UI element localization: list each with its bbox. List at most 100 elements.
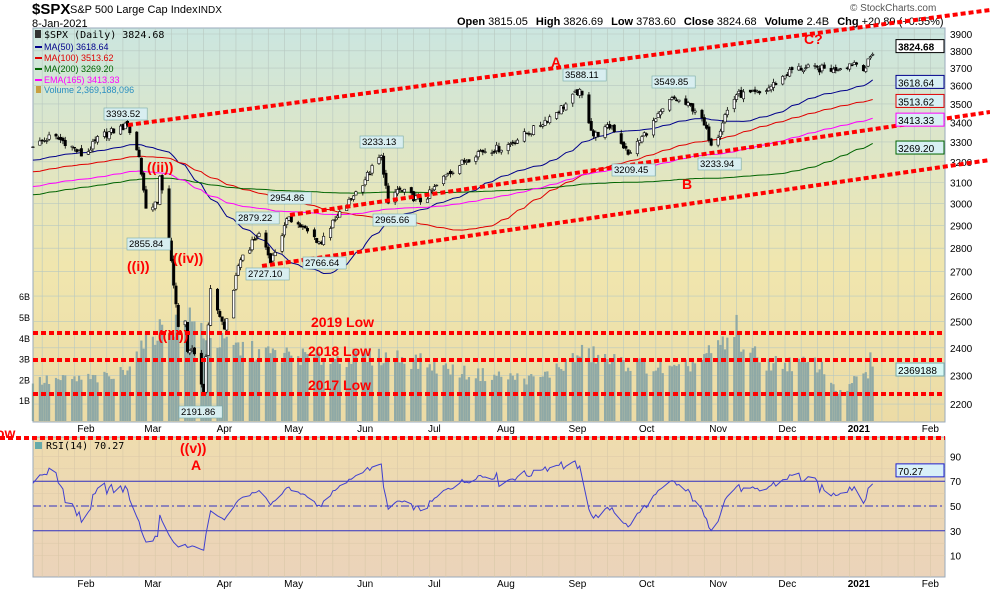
candle-body: [769, 85, 773, 91]
volume-bar: [267, 346, 270, 421]
rsi-tick-label: 70: [950, 477, 962, 488]
volume-bar: [733, 337, 736, 421]
candle-body: [91, 141, 95, 150]
volume-bar: [87, 373, 90, 421]
candle-body: [402, 188, 406, 193]
volume-bar: [774, 355, 777, 421]
ma100-tag: 3513.62: [898, 97, 935, 108]
candle-body: [255, 237, 259, 240]
candle-body: [458, 165, 462, 174]
candle-body: [804, 67, 808, 69]
volume-bar: [112, 378, 115, 421]
volume-bar: [751, 348, 754, 421]
ma50-tag-box: [895, 74, 945, 89]
price-callout-box: [611, 163, 656, 177]
price-callout: 2766.64: [305, 258, 339, 269]
volume-bar: [156, 340, 159, 421]
volume-bar: [721, 336, 724, 421]
quote-label-open: Open: [457, 16, 485, 28]
candle-body: [54, 133, 58, 137]
volume-bar: [177, 321, 180, 421]
volume-bar: [41, 384, 44, 421]
volume-tick-label: 5B: [19, 313, 30, 323]
candle-body: [799, 67, 803, 71]
candle-body: [555, 112, 559, 119]
wave-label-a-bottom: A: [191, 457, 201, 473]
volume-bar: [862, 373, 865, 421]
volume-bar: [89, 379, 92, 421]
candle-body: [735, 94, 739, 100]
volume-tick-label: 2B: [19, 375, 30, 385]
volume-bar: [684, 359, 687, 421]
candle-body: [684, 98, 688, 105]
candle-body: [322, 235, 326, 245]
wave-label-i: ((i)): [127, 258, 150, 274]
price-callout: 2727.10: [248, 269, 282, 280]
price-callout-box: [651, 75, 696, 89]
volume-bar: [460, 374, 464, 421]
quote-label-volume: Volume: [765, 16, 804, 28]
candle-body: [515, 139, 519, 144]
volume-bar: [749, 352, 752, 421]
volume-bar: [500, 376, 503, 421]
candle-body: [352, 195, 356, 200]
candle-body: [848, 63, 852, 70]
annotation-lines: [0, 8, 990, 440]
volume-bar: [253, 361, 256, 421]
volume-bar: [786, 371, 789, 421]
volume-bar: [643, 361, 646, 421]
volume-bar: [703, 354, 706, 421]
candle-body: [72, 147, 76, 149]
candle-body: [522, 131, 526, 142]
candle-body: [758, 91, 762, 94]
volume-bar: [813, 357, 817, 421]
candle-body: [707, 126, 711, 141]
volume-bar: [871, 366, 874, 421]
volume-bar: [783, 362, 787, 421]
volume-tick-label: 1B: [19, 396, 30, 406]
volume-bar: [241, 341, 244, 421]
legend-ema165: EMA(165) 3413.33: [44, 75, 120, 85]
candle-body: [47, 134, 51, 140]
volume-bar: [645, 373, 648, 421]
volume-bar: [313, 356, 316, 421]
volume-bar: [322, 361, 325, 421]
volume-bar: [317, 352, 321, 421]
price-callout-box: [235, 211, 280, 225]
volume-bar: [490, 379, 494, 421]
volume-bar: [285, 347, 288, 421]
exchange: INDX: [198, 5, 222, 16]
volume-bar: [449, 374, 452, 421]
volume-bar: [629, 370, 632, 421]
volume-bar: [377, 348, 381, 421]
candle-body: [144, 189, 148, 209]
volume-bar: [800, 361, 803, 421]
candle-body: [871, 53, 875, 56]
price-callout: 3393.52: [106, 109, 140, 120]
price-tick-label: 2400: [950, 344, 973, 355]
candle-body: [289, 216, 293, 223]
volume-bar: [532, 376, 535, 421]
price-callout-box: [359, 135, 404, 149]
volume-legend-icon: [36, 86, 41, 93]
candle-body: [239, 259, 243, 268]
candle-body: [264, 232, 268, 248]
candle-body: [790, 67, 794, 70]
candle-body: [305, 228, 309, 232]
volume-bar: [382, 363, 385, 421]
price-tick-label: 2200: [950, 400, 973, 411]
volume-tick-label: 6B: [19, 292, 30, 302]
volume-bar: [264, 347, 268, 421]
candle-body: [499, 149, 503, 153]
candle-body: [654, 118, 658, 122]
candle-body: [338, 211, 342, 218]
candle-body: [668, 99, 672, 111]
volume-bar: [484, 381, 487, 421]
candle-body: [718, 130, 722, 138]
candle-body: [285, 218, 289, 225]
volume-bar: [622, 360, 625, 421]
candle-body: [160, 175, 164, 191]
volume-bar: [465, 379, 468, 421]
wave-label-v: ((v)): [180, 440, 206, 456]
volume-bar: [188, 307, 191, 421]
